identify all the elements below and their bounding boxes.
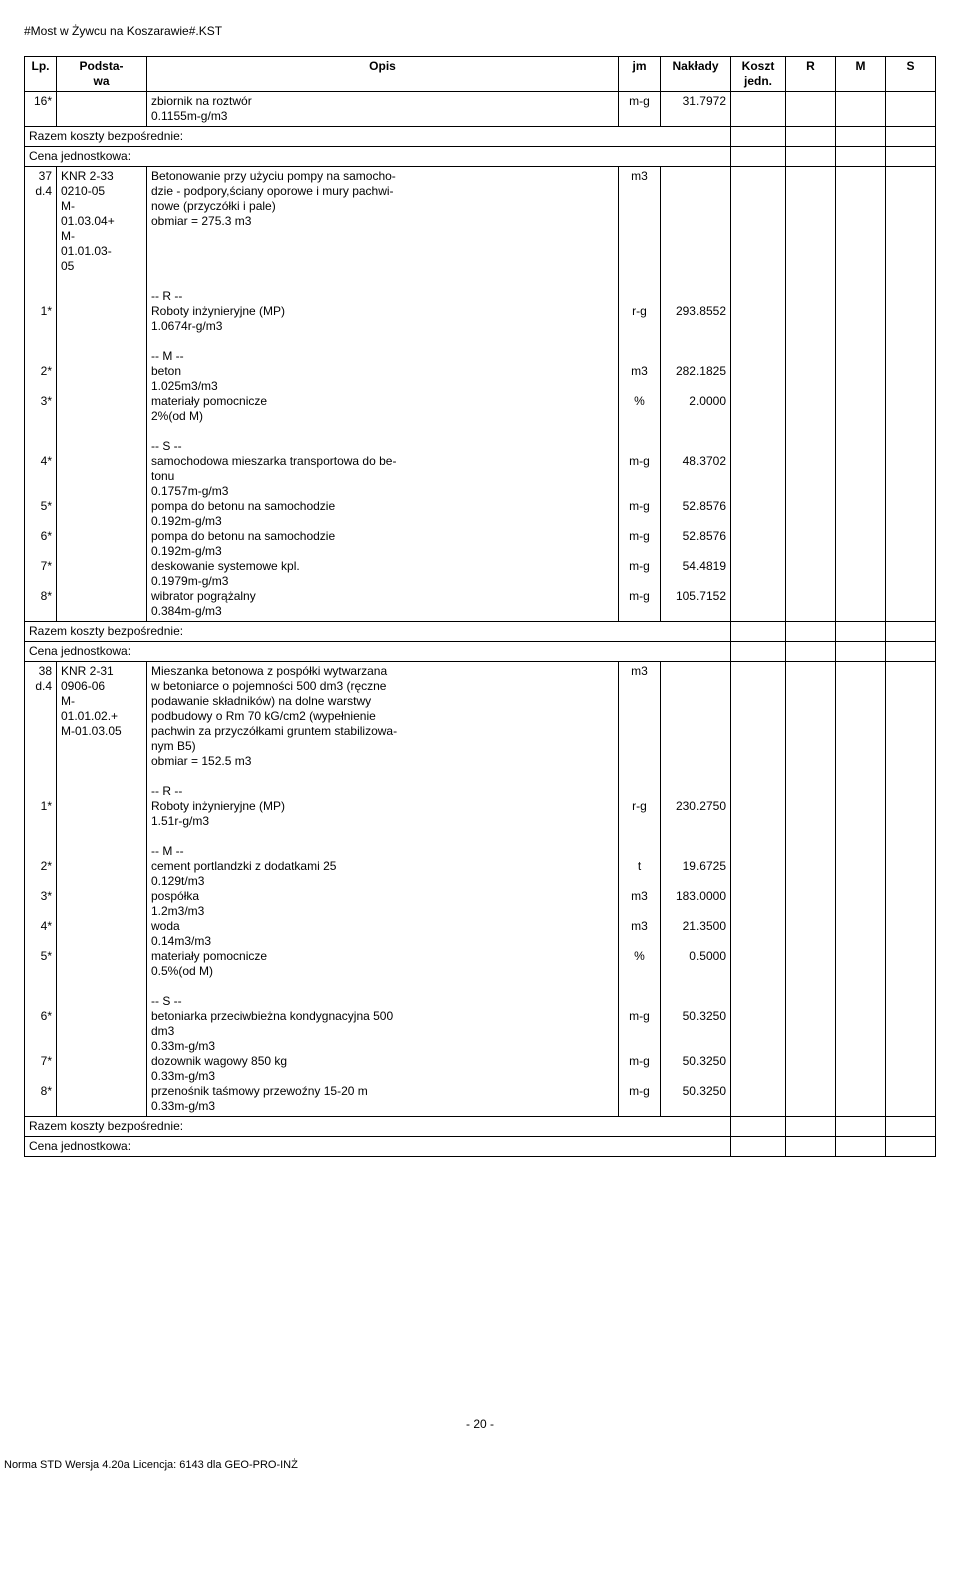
document-header: #Most w Żywcu na Koszarawie#.KST <box>24 24 936 38</box>
col-jm: jm <box>619 57 661 92</box>
col-m: M <box>836 57 886 92</box>
table-block: 37d.4 1* 2* 3* 4* 5* 6* 7* 8* KNR 2-3302… <box>25 167 936 622</box>
razem-row: Razem koszty bezpośrednie: <box>25 622 936 642</box>
col-koszt: Koszt jedn. <box>731 57 786 92</box>
footer-note: Norma STD Wersja 4.20a Licencja: 6143 dl… <box>0 1459 960 1471</box>
cena-row: Cena jednostkowa: <box>25 147 936 167</box>
col-podstawa: Podsta- wa <box>57 57 147 92</box>
col-s: S <box>886 57 936 92</box>
col-naklady: Nakłady <box>661 57 731 92</box>
table-block: 38d.4 1* 2* 3* 4* 5* 6* 7* 8* KNR 2-3109… <box>25 662 936 1117</box>
razem-row: Razem koszty bezpośrednie: <box>25 1117 936 1137</box>
cena-row: Cena jednostkowa: <box>25 1137 936 1157</box>
col-opis: Opis <box>147 57 619 92</box>
cena-row: Cena jednostkowa: <box>25 642 936 662</box>
page-number: - 20 - <box>24 1417 936 1431</box>
cost-table: Lp. Podsta- wa Opis jm Nakłady Koszt jed… <box>24 56 936 1157</box>
razem-row: Razem koszty bezpośrednie: <box>25 127 936 147</box>
col-lp: Lp. <box>25 57 57 92</box>
table-block: 16* zbiornik na roztwór0.1155m-g/m3m-g 3… <box>25 92 936 127</box>
col-r: R <box>786 57 836 92</box>
